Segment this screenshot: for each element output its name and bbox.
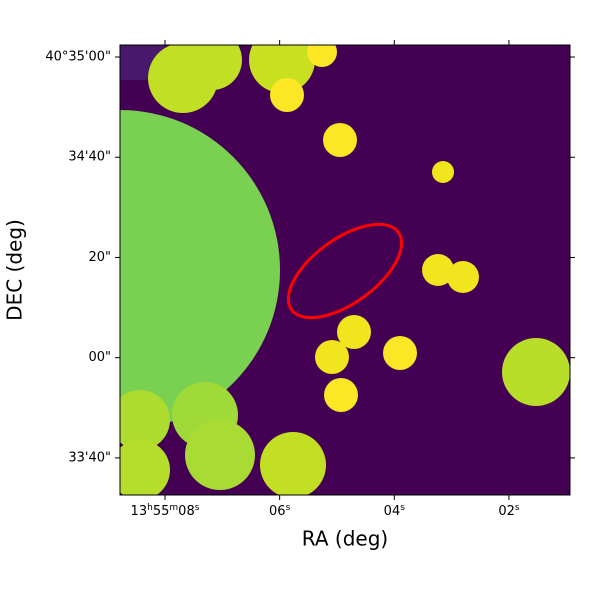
y-tick-label: 20" bbox=[88, 250, 111, 265]
y-axis-label: DEC (deg) bbox=[3, 219, 27, 321]
y-tick-label: 00" bbox=[88, 350, 111, 365]
x-tick-label: 02s bbox=[498, 503, 520, 518]
x-tick-label: 06s bbox=[269, 503, 291, 518]
x-tick-label: 04s bbox=[384, 503, 406, 518]
y-tick-label: 40°35'00" bbox=[45, 50, 111, 65]
axes-frame bbox=[119, 44, 571, 496]
image bbox=[120, 45, 570, 495]
y-tick-label: 33'40" bbox=[68, 450, 111, 465]
x-axis-label: RA (deg) bbox=[302, 527, 388, 551]
x-tick-label: 13h55m08s bbox=[131, 503, 200, 518]
y-tick-label: 34'40" bbox=[68, 150, 111, 165]
